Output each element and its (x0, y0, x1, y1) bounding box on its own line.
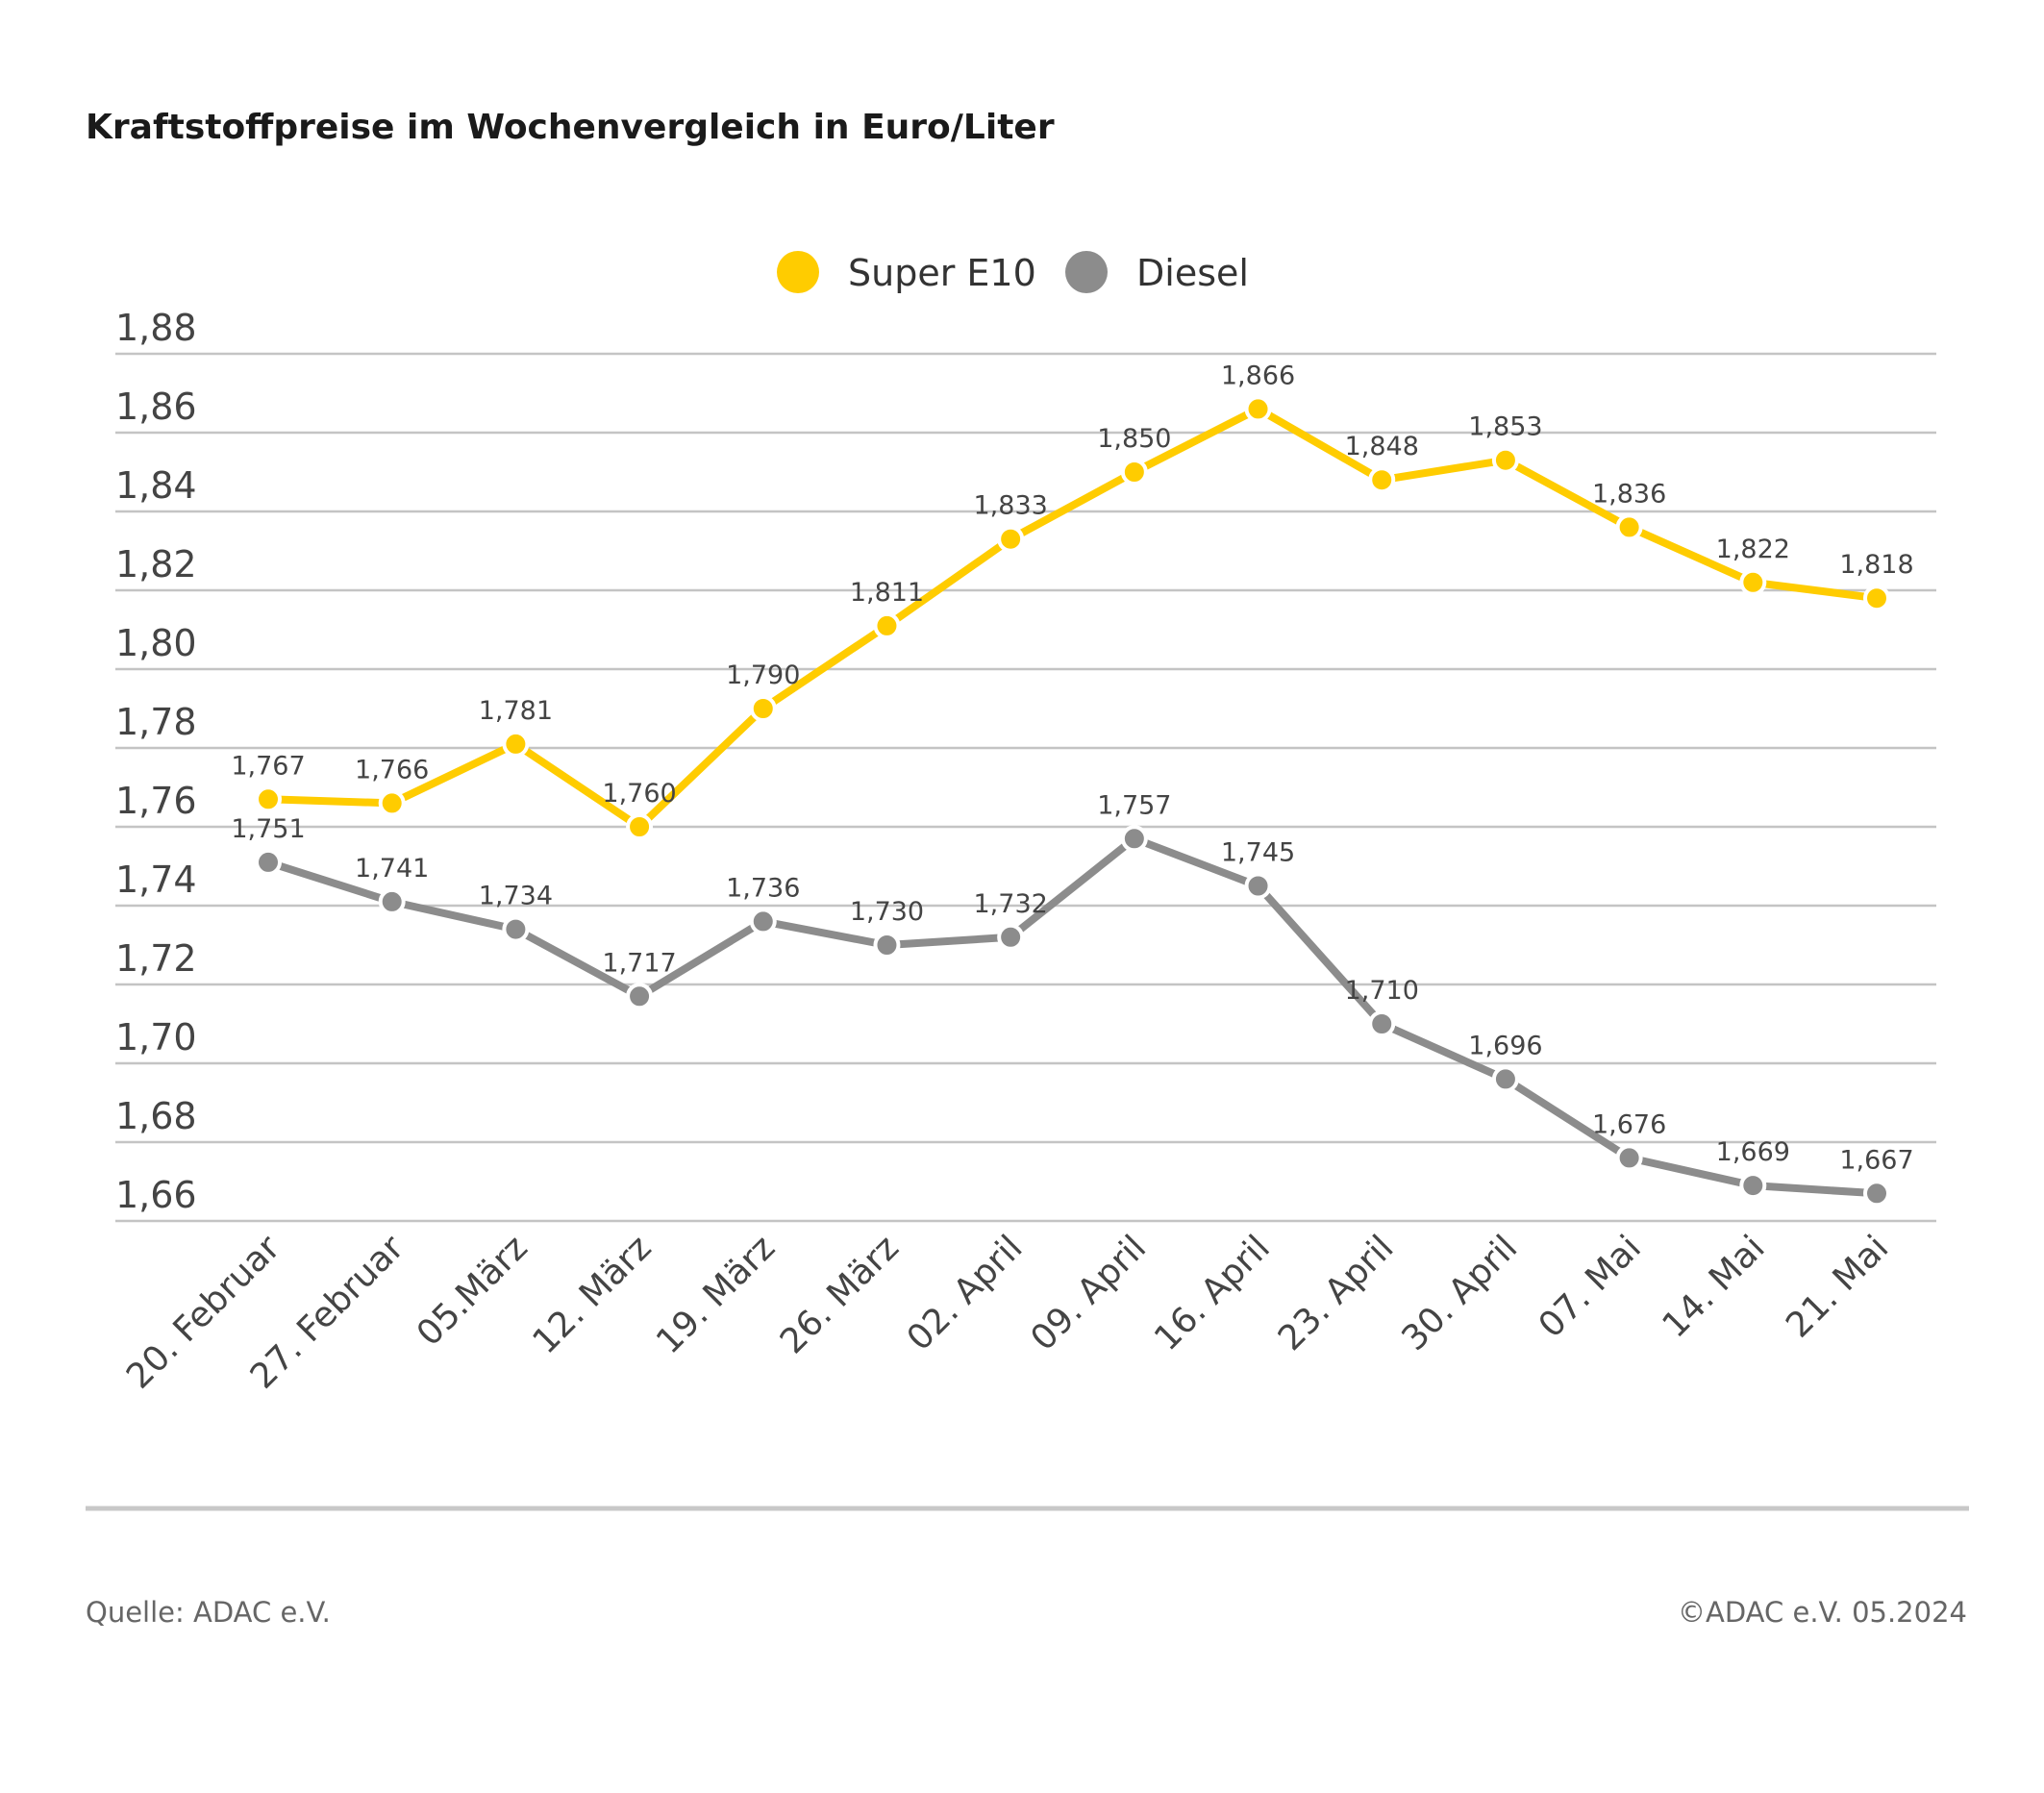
data-point (1863, 1180, 1890, 1208)
series-super-e10: 1,767 1,766 1,781 1,760 1,790 1,811 1,833 1,850… (231, 361, 1914, 840)
x-tick-label: 16. April (1147, 1228, 1278, 1358)
data-label: 1,745 (1221, 838, 1295, 868)
legend: Super E10 Diesel (777, 251, 1249, 294)
data-point (1739, 1172, 1767, 1200)
y-tick-label: 1,88 (115, 307, 197, 349)
data-point (502, 915, 530, 943)
x-tick-label: 30. April (1395, 1228, 1526, 1358)
data-point (378, 887, 406, 915)
x-tick-label: 21. Mai (1779, 1228, 1896, 1345)
x-tick-label: 09. April (1023, 1228, 1154, 1358)
legend-label: Diesel (1136, 252, 1249, 294)
data-label: 1,848 (1345, 432, 1419, 461)
y-tick-label: 1,86 (115, 386, 197, 428)
data-label: 1,717 (602, 948, 676, 978)
data-label: 1,669 (1716, 1137, 1790, 1167)
data-point (626, 983, 654, 1010)
x-tick-label: 14. Mai (1655, 1228, 1772, 1345)
data-point (1615, 1144, 1643, 1172)
legend-marker (777, 251, 819, 293)
x-tick-label: 05.März (410, 1228, 536, 1354)
data-point (997, 525, 1025, 553)
data-point (1615, 513, 1643, 541)
data-point (502, 730, 530, 758)
y-tick-label: 1,76 (115, 780, 197, 822)
data-point (873, 611, 901, 639)
data-label: 1,781 (479, 696, 553, 726)
series-diesel: 1,751 1,741 1,734 1,717 1,736 1,730 1,732 1,757… (231, 790, 1914, 1208)
y-tick-label: 1,70 (115, 1016, 197, 1058)
y-tick-label: 1,72 (115, 937, 197, 980)
x-tick-label: 26. März (773, 1228, 907, 1361)
data-point (626, 813, 654, 840)
x-tick-label: 12. März (525, 1228, 659, 1361)
data-label: 1,833 (974, 491, 1048, 521)
copyright-note: ©ADAC e.V. 05.2024 (1678, 1596, 1967, 1629)
data-point (749, 695, 777, 722)
data-label: 1,760 (602, 779, 676, 809)
x-tick-label: 23. April (1271, 1228, 1402, 1358)
data-label: 1,732 (974, 889, 1048, 919)
data-label: 1,710 (1345, 976, 1419, 1006)
data-point (255, 785, 282, 813)
data-label: 1,730 (850, 897, 924, 927)
data-label: 1,751 (231, 814, 305, 844)
data-point (1863, 585, 1890, 612)
data-label: 1,853 (1468, 412, 1542, 442)
y-tick-label: 1,80 (115, 622, 197, 664)
gridlines (115, 352, 1936, 1223)
data-point (749, 908, 777, 935)
data-label: 1,836 (1592, 479, 1666, 509)
data-label: 1,790 (726, 660, 800, 690)
data-point (1739, 568, 1767, 596)
x-tick-label: 19. März (649, 1228, 783, 1361)
data-label: 1,676 (1592, 1109, 1666, 1139)
source-note: Quelle: ADAC e.V. (86, 1596, 331, 1629)
data-label: 1,818 (1839, 550, 1913, 580)
data-label: 1,736 (726, 873, 800, 903)
data-label: 1,822 (1716, 535, 1790, 564)
data-label: 1,866 (1221, 361, 1295, 390)
data-point (1120, 459, 1148, 486)
data-point (1244, 872, 1272, 900)
data-label: 1,741 (355, 854, 429, 884)
data-label: 1,850 (1097, 424, 1171, 454)
data-label: 1,766 (355, 755, 429, 784)
data-point (1368, 1010, 1396, 1037)
y-tick-label: 1,78 (115, 701, 197, 743)
y-tick-label: 1,68 (115, 1095, 197, 1137)
data-point (997, 923, 1025, 951)
data-point (378, 789, 406, 817)
legend-label: Super E10 (848, 252, 1036, 294)
y-tick-label: 1,74 (115, 859, 197, 901)
data-label: 1,767 (231, 751, 305, 781)
data-point (1368, 466, 1396, 494)
data-point (1120, 825, 1148, 853)
data-point (255, 848, 282, 876)
x-tick-label: 02. April (900, 1228, 1031, 1358)
series-line (266, 834, 1878, 1198)
series-line (267, 405, 1878, 831)
data-label: 1,757 (1097, 790, 1171, 820)
chart-title: Kraftstoffpreise im Wochenvergleich in E… (86, 108, 1055, 147)
y-tick-label: 1,66 (115, 1174, 197, 1216)
data-point (873, 932, 901, 959)
data-label: 1,734 (479, 882, 553, 911)
series: 1,767 1,766 1,781 1,760 1,790 1,811 1,833 1,850… (231, 361, 1914, 1208)
data-label: 1,811 (850, 578, 924, 608)
data-label: 1,696 (1468, 1031, 1542, 1060)
data-label: 1,667 (1839, 1145, 1913, 1175)
x-tick-label: 07. Mai (1532, 1228, 1649, 1345)
data-point (1491, 1065, 1519, 1093)
y-axis: 1,88 1,86 1,84 1,82 1,80 1,78 1,76 1,74 1,72 1,70… (115, 307, 197, 1216)
y-tick-label: 1,82 (115, 543, 197, 585)
legend-marker (1065, 251, 1108, 293)
data-point (1244, 395, 1272, 423)
data-point (1491, 446, 1519, 474)
y-tick-label: 1,84 (115, 464, 197, 507)
